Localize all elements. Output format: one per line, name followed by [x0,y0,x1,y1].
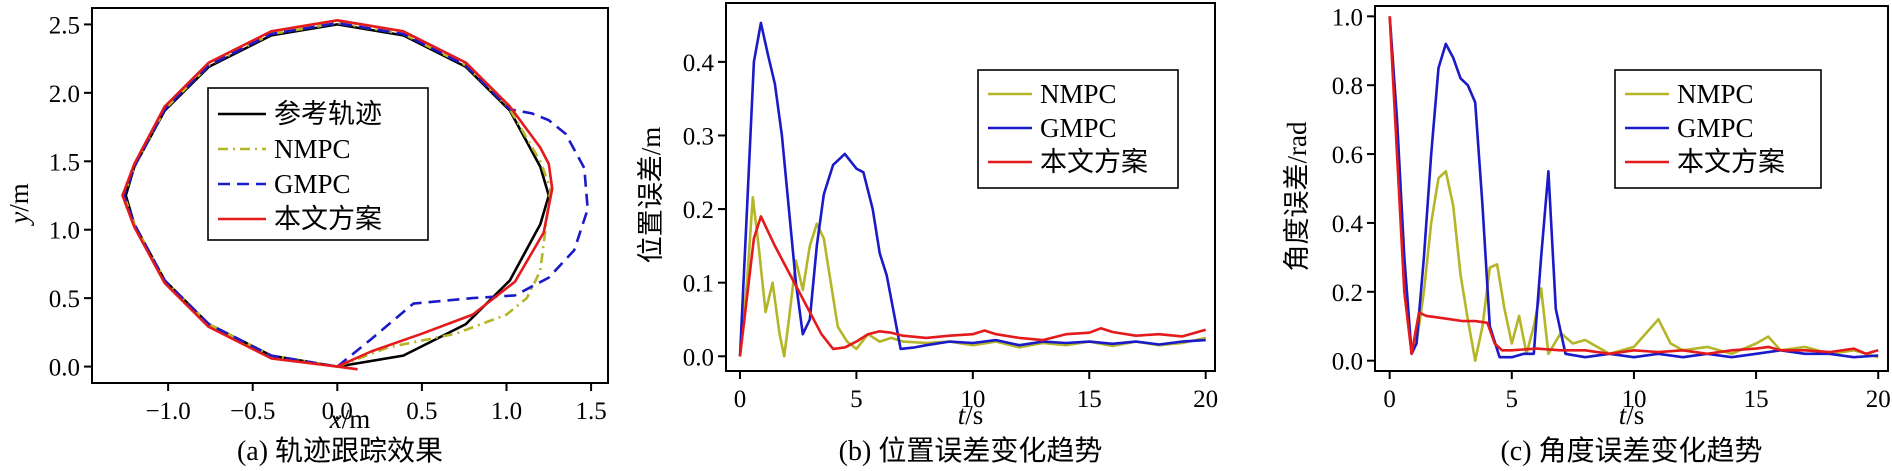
legend: 参考轨迹 NMPC GMPC 本文方案 [207,87,429,241]
y-axis-label: 角度误差/rad [1282,121,1312,271]
y-tick-label: 0.0 [683,344,714,371]
legend-label: 本文方案 [1677,147,1785,177]
legend-label: 本文方案 [1040,147,1148,177]
y-tick-label: 0.5 [49,286,80,313]
x-tick-label: 0.0 [322,398,353,425]
y-tick-label: 0.1 [683,271,714,298]
legend-label: NMPC [1040,79,1117,109]
series-line-3 [738,215,1207,357]
chart-panel-1: −1.0 −0.5 0.0 0.5 1.0 1.5 0.0 0.5 1.0 1.5 2.0 2.5 x/… [4,7,609,467]
x-tick-label: 5 [850,386,863,413]
legend-label: GMPC [1040,113,1117,143]
x-tick-label: 1.5 [575,398,606,425]
x-tick-label: 0 [1383,386,1396,413]
y-tick-label: 2.5 [49,12,80,39]
chart-caption: (b) 位置误差变化趋势 [839,435,1103,467]
plot-frame [1374,5,1889,372]
y-tick-label: 1.0 [1332,4,1363,31]
legend-label: NMPC [1677,79,1754,109]
x-tick-label: 20 [1866,386,1891,413]
plot-frame [91,7,609,384]
chart-caption: (a) 轨迹跟踪效果 [237,435,443,467]
series-line-2 [1388,16,1879,359]
x-tick-label: −0.5 [230,398,275,425]
chart-caption: (c) 角度误差变化趋势 [1500,435,1762,467]
x-tick-label: −1.0 [145,398,190,425]
y-tick-label: 1.0 [49,218,80,245]
y-tick-label: 0.4 [1332,211,1364,238]
y-tick-label: 2.0 [49,81,80,108]
x-tick-label: 15 [1744,386,1769,413]
x-tick-label: 10 [1621,386,1646,413]
x-tick-label: 15 [1077,386,1102,413]
y-tick-label: 1.5 [49,149,80,176]
y-tick-label: 0.3 [683,123,714,150]
legend-label: 参考轨迹 [274,99,382,129]
x-tick-label: 20 [1193,386,1218,413]
y-axis-label: y/m [4,183,34,227]
legend-label: GMPC [274,169,351,199]
y-tick-label: 0.2 [1332,280,1363,307]
y-tick-label: 0.0 [1332,349,1363,376]
legend: NMPC GMPC 本文方案 [1614,69,1822,189]
x-axis-label: t/s [1619,400,1645,430]
y-axis-label: 位置误差/m [636,127,666,264]
series-line-4 [121,19,554,371]
plot-frame [725,2,1216,372]
y-tick-label: 0.0 [49,355,80,382]
x-tick-label: 0 [734,386,747,413]
x-tick-label: 0.5 [406,398,437,425]
legend-box [207,87,429,241]
chart-panel-2: 0 5 10 15 20 0.0 0.1 0.2 0.3 0.4 t/s 位置误差/m (b) 位置误差… [636,2,1218,467]
chart-panel-3: 0 5 10 15 20 0.0 0.2 0.4 0.6 0.8 1.0 t/s 角度误差/rad (c)… [1282,4,1891,467]
x-axis-label: t/s [958,400,984,430]
legend-label: GMPC [1677,113,1754,143]
legend: NMPC GMPC 本文方案 [977,69,1179,189]
x-tick-label: 1.0 [491,398,522,425]
y-tick-label: 0.4 [683,50,715,77]
legend-label: 本文方案 [274,204,382,234]
y-tick-label: 0.8 [1332,73,1363,100]
legend-label: NMPC [274,134,351,164]
series-line-3 [1388,16,1879,356]
y-tick-label: 0.2 [683,197,714,224]
x-axis-label: x/m [329,404,371,434]
x-tick-label: 10 [960,386,985,413]
y-tick-label: 0.6 [1332,142,1363,169]
x-tick-label: 5 [1506,386,1519,413]
series-line-2 [738,21,1206,357]
series-line-1 [738,196,1206,358]
